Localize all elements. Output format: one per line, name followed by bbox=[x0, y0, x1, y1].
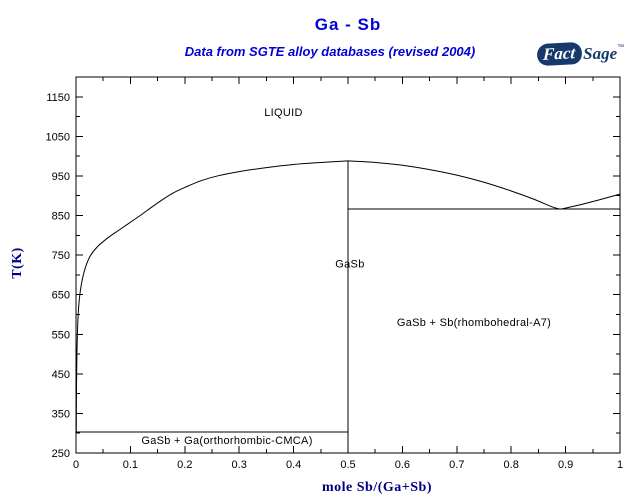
liquidus-GaSb-Sb-side bbox=[347, 160, 561, 210]
chart-subtitle: Data from SGTE alloy databases (revised … bbox=[184, 44, 476, 59]
trademark-symbol: ™ bbox=[617, 44, 625, 51]
x-tick-label: 0.7 bbox=[449, 459, 464, 471]
factsage-logo: Fact Sage™ bbox=[536, 41, 625, 67]
phase-label-gasb: GaSb bbox=[335, 258, 364, 270]
x-tick-label: 0.1 bbox=[123, 459, 138, 471]
y-tick-label: 950 bbox=[52, 171, 70, 183]
factsage-logo-sage-text: Sage bbox=[583, 44, 618, 63]
y-tick-label: 650 bbox=[52, 290, 70, 302]
liquidus-Ga-side bbox=[75, 160, 349, 433]
phase-label-liquid: LIQUID bbox=[264, 107, 302, 119]
y-tick-label: 750 bbox=[52, 250, 70, 262]
x-tick-label: 0.6 bbox=[395, 459, 410, 471]
y-tick-label: 550 bbox=[52, 329, 70, 341]
phase-boundary-curves bbox=[75, 160, 621, 453]
x-tick-label: 0.2 bbox=[177, 459, 192, 471]
y-tick-label: 350 bbox=[52, 408, 70, 420]
x-tick-label: 0.3 bbox=[232, 459, 247, 471]
x-axis-title: mole Sb/(Ga+Sb) bbox=[322, 480, 432, 495]
x-tick-label: 0.5 bbox=[340, 459, 355, 471]
x-tick-label: 0.9 bbox=[558, 459, 573, 471]
phase-label-gasb-plus-sb: GaSb + Sb(rhombohedral-A7) bbox=[397, 317, 551, 329]
axis-ticks bbox=[75, 76, 621, 454]
liquidus-Sb bbox=[560, 193, 621, 210]
phase-region-labels: LIQUID GaSb GaSb + Sb(rhombohedral-A7) GaSb… bbox=[141, 107, 551, 447]
axis-tick-labels: 0 0.1 0.2 0.3 0.4 0.5 0.6 0.7 0.8 0.9 1 250 350 450 55… bbox=[46, 92, 624, 471]
chart-title: Ga - Sb bbox=[314, 15, 382, 34]
x-tick-label: 0.8 bbox=[504, 459, 519, 471]
y-tick-label: 450 bbox=[52, 369, 70, 381]
x-tick-label: 0 bbox=[73, 459, 79, 471]
x-tick-label: 0.4 bbox=[286, 459, 301, 471]
y-tick-label: 1050 bbox=[46, 131, 70, 143]
phase-label-gasb-plus-ga: GaSb + Ga(orthorhombic-CMCA) bbox=[141, 435, 312, 447]
x-tick-label: 1 bbox=[617, 459, 623, 471]
y-tick-label: 1150 bbox=[46, 92, 70, 104]
y-tick-label: 250 bbox=[52, 448, 70, 460]
y-tick-label: 850 bbox=[52, 211, 70, 223]
y-axis-title: T(K) bbox=[10, 247, 25, 279]
